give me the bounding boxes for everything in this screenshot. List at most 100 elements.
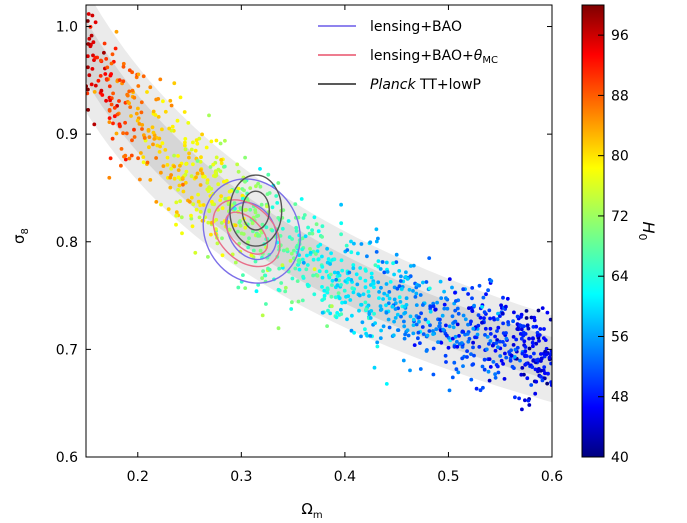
scatter-point [183,143,187,148]
scatter-point [480,305,484,309]
scatter-point [378,267,383,271]
scatter-point [169,173,174,177]
scatter-point [220,206,225,211]
scatter-point [493,334,497,339]
scatter-point [258,248,263,253]
scatter-point [191,202,196,207]
scatter-point [119,147,124,151]
scatter-point [89,33,94,38]
scatter-point [526,398,531,403]
scatter-point [281,248,286,253]
scatter-point [320,298,325,302]
scatter-point [255,214,259,219]
scatter-point [371,281,375,286]
scatter-point [523,349,528,354]
scatter-point [502,343,507,347]
scatter-point [329,251,333,256]
scatter-point [447,324,452,329]
scatter-point [549,361,552,366]
scatter-point [525,323,530,328]
colorbar-tick-label: 96 [611,28,629,44]
y-tick-label: 0.8 [56,235,78,251]
scatter-point [332,257,337,262]
scatter-point [363,285,368,290]
scatter-point [427,256,432,260]
scatter-point [421,332,426,336]
scatter-point [184,169,189,174]
scatter-point [375,340,380,345]
scatter-point [339,232,343,237]
scatter-point [339,202,343,207]
scatter-point [123,157,128,162]
scatter-point [206,255,210,259]
scatter-point [533,367,538,372]
scatter-point [189,216,194,221]
scatter-point [408,314,413,319]
scatter-point [108,156,113,161]
scatter-point [455,322,460,327]
scatter-point [436,340,440,344]
scatter-point [469,319,473,324]
scatter-point [325,324,329,328]
scatter-point [311,257,316,262]
scatter-point [453,319,458,324]
scatter-point [209,139,214,144]
scatter-point [127,89,132,94]
scatter-point [412,343,417,347]
scatter-point [127,156,132,161]
scatter-point [530,340,535,345]
scatter-point [349,250,354,255]
scatter-point [413,295,418,299]
scatter-point [467,306,471,310]
scatter-point [433,307,438,312]
x-tick-label: 0.2 [127,469,149,485]
scatter-point [498,354,503,358]
scatter-point [372,285,376,290]
scatter-point [503,351,507,356]
scatter-point [465,349,469,353]
scatter-point [344,243,349,248]
scatter-point [123,153,128,158]
scatter-point [405,277,410,281]
scatter-point [127,68,132,73]
scatter-point [481,385,485,390]
scatter-point [453,334,458,339]
scatter-point [174,200,179,205]
scatter-point [487,308,492,313]
scatter-point [196,199,201,204]
scatter-point [182,110,187,114]
scatter-point [198,183,203,187]
scatter-point [402,336,407,341]
scatter-point [148,178,153,182]
scatter-point [478,388,483,393]
scatter-point [339,307,343,312]
scatter-point [279,281,284,285]
scatter-point [276,326,281,331]
scatter-point [195,159,200,163]
scatter-point [428,309,433,314]
scatter-point [178,163,182,168]
scatter-point [301,274,305,279]
scatter-point [480,364,485,369]
scatter-point [368,316,373,320]
scatter-point [392,272,396,277]
scatter-point [111,91,115,96]
scatter-point [450,314,455,319]
scatter-point [200,132,205,137]
scatter-point [387,325,392,330]
scatter-point [107,120,112,124]
scatter-point [139,100,144,105]
scatter-point [169,103,174,108]
scatter-point [518,358,522,363]
scatter-point [86,65,90,70]
scatter-point [256,283,261,287]
scatter-point [160,127,164,132]
scatter-point [161,99,165,104]
scatter-point [305,263,310,267]
scatter-point [381,324,386,329]
scatter-point [150,125,155,130]
scatter-point [482,316,486,320]
scatter-point [367,312,372,316]
scatter-point [300,236,305,241]
legend-label: Planck TT+lowP [370,77,481,93]
